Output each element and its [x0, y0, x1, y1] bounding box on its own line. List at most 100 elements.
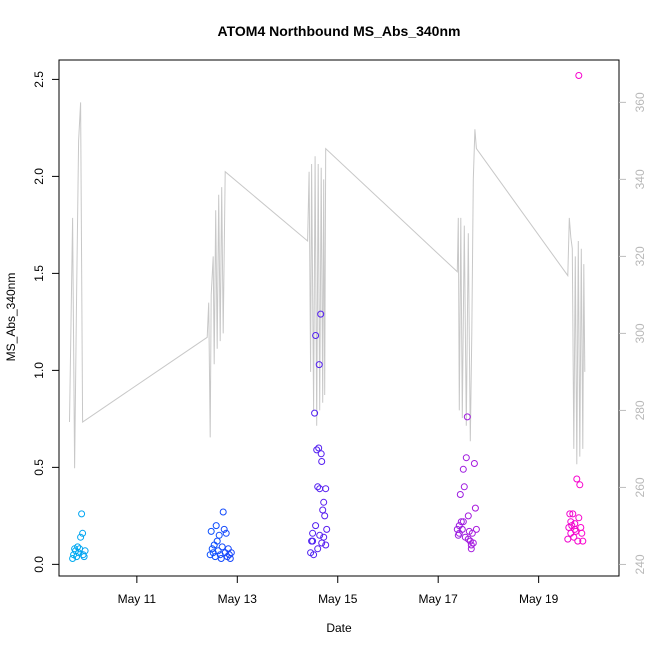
data-point — [319, 506, 327, 514]
data-point — [464, 535, 472, 543]
x-axis: May 11 May 13 May 15 May 17 May 19 — [118, 576, 559, 606]
data-point — [316, 531, 324, 539]
data-point — [566, 510, 574, 518]
data-point — [575, 72, 583, 79]
data-point — [311, 409, 319, 417]
data-point — [463, 413, 471, 421]
data-point — [577, 524, 585, 531]
x-tick-label: May 13 — [218, 592, 258, 606]
data-point — [312, 332, 320, 339]
data-point — [75, 549, 83, 557]
x-axis-label: Date — [326, 621, 352, 635]
data-point — [313, 446, 321, 454]
plot-frame — [58, 59, 620, 577]
data-point — [467, 541, 475, 549]
data-point — [569, 510, 577, 518]
data-point — [564, 535, 572, 543]
data-point — [576, 481, 584, 489]
y-axis: 0.0 0.5 1.0 1.5 2.0 2.5 — [32, 71, 59, 573]
data-point — [322, 485, 330, 493]
data-point — [207, 527, 215, 535]
y2-tick-label: 260 — [633, 477, 647, 497]
data-point — [471, 504, 479, 512]
data-point — [309, 529, 317, 537]
y-axis-label: MS_Abs_340nm — [4, 273, 18, 362]
y-tick-label: 2.5 — [32, 71, 46, 88]
data-point — [456, 491, 464, 498]
data-point — [77, 533, 85, 541]
data-point — [567, 518, 575, 526]
y2-tick-label: 360 — [633, 92, 647, 112]
data-point — [460, 483, 468, 491]
y2-tick-label: 300 — [633, 323, 647, 343]
y2-tick-label: 240 — [633, 554, 647, 574]
y2-tick-label: 320 — [633, 246, 647, 266]
data-point — [310, 551, 318, 559]
y-tick-label: 0.0 — [32, 556, 46, 573]
data-point — [220, 525, 228, 533]
y2-tick-label: 340 — [633, 169, 647, 189]
x-tick-label: May 11 — [118, 592, 157, 606]
data-point — [320, 498, 328, 506]
x-tick-label: May 15 — [318, 592, 358, 606]
x-tick-label: May 17 — [419, 592, 459, 606]
data-point — [317, 450, 325, 458]
data-point — [464, 512, 472, 520]
data-point — [80, 553, 88, 561]
data-point — [208, 545, 216, 553]
data-point — [578, 529, 586, 537]
data-point — [575, 514, 583, 522]
data-point — [571, 525, 579, 533]
data-point — [469, 539, 477, 547]
data-point — [215, 531, 223, 539]
data-point — [217, 555, 225, 562]
data-point — [323, 525, 331, 533]
data-point — [468, 529, 476, 537]
y-tick-label: 2.0 — [32, 168, 46, 185]
data-point — [573, 475, 581, 483]
data-point — [73, 553, 81, 561]
secondary-trace-layer — [69, 102, 586, 469]
data-point — [455, 529, 463, 537]
data-points-layer — [69, 72, 587, 562]
data-point — [212, 522, 220, 530]
data-point — [320, 533, 328, 541]
data-point — [214, 547, 222, 555]
data-point — [79, 529, 87, 537]
data-point — [317, 310, 325, 318]
data-point — [78, 510, 86, 518]
data-point — [462, 454, 470, 462]
data-point — [322, 541, 330, 549]
data-point — [314, 483, 322, 491]
data-point — [459, 465, 467, 473]
data-point — [472, 525, 480, 533]
data-point — [315, 361, 323, 369]
data-point — [579, 537, 587, 545]
secondary-trace-line — [69, 102, 586, 469]
data-point — [574, 537, 582, 545]
data-point — [225, 551, 233, 559]
data-point — [309, 537, 317, 545]
secondary-y-axis: 240 260 280 300 320 340 360 — [619, 92, 647, 574]
data-point — [470, 460, 478, 467]
data-point — [81, 547, 89, 555]
data-point — [315, 444, 323, 452]
data-point — [457, 518, 465, 526]
y-tick-label: 1.5 — [32, 265, 46, 282]
x-tick-label: May 19 — [519, 592, 559, 606]
data-point — [314, 545, 322, 553]
data-point — [312, 522, 320, 530]
y-tick-label: 0.5 — [32, 459, 46, 476]
data-point — [218, 543, 226, 551]
data-point — [459, 518, 467, 526]
y-tick-label: 1.0 — [32, 362, 46, 379]
data-point — [222, 529, 230, 537]
y2-tick-label: 280 — [633, 400, 647, 420]
data-point — [69, 555, 77, 562]
chart-title: ATOM4 Northbound MS_Abs_340nm — [218, 23, 461, 39]
data-point — [227, 549, 235, 557]
data-point — [318, 458, 326, 465]
data-point — [321, 512, 329, 520]
data-point — [219, 508, 227, 516]
